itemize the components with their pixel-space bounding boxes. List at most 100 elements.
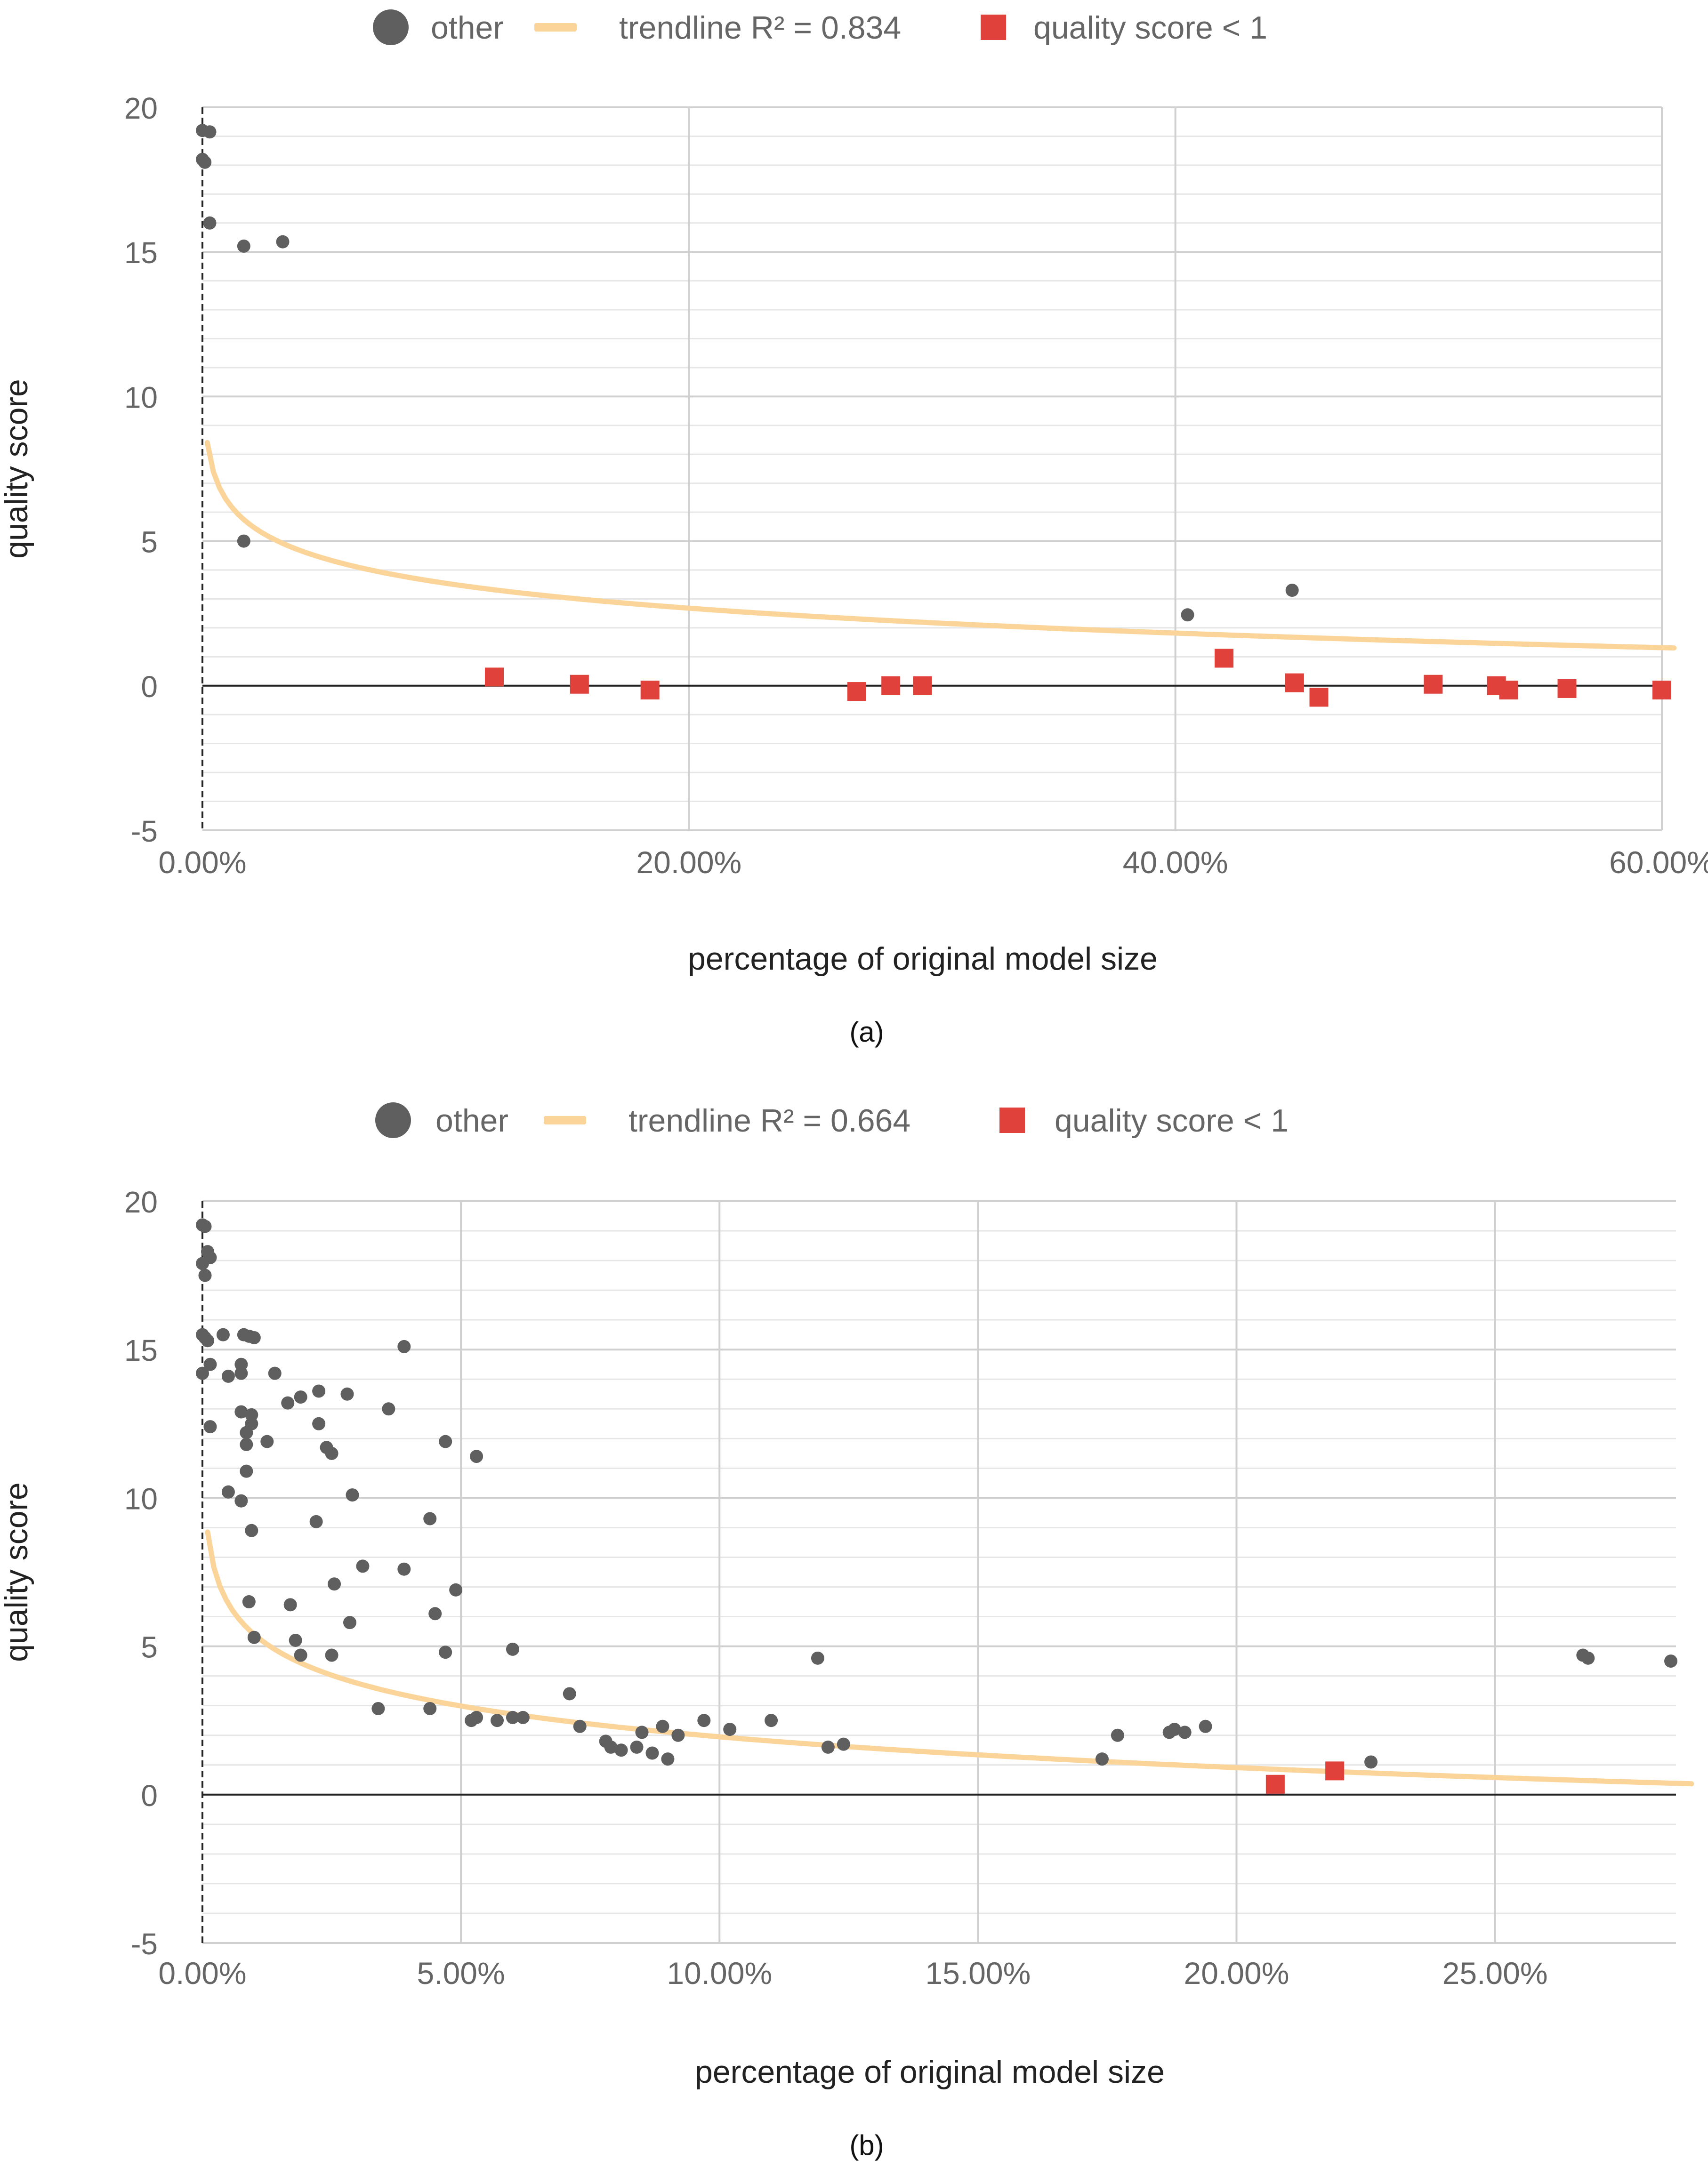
- data-point-quality: [485, 667, 504, 687]
- legend-label-other: other: [435, 1103, 508, 1139]
- x-tick-label: 40.00%: [1123, 845, 1228, 880]
- data-point-quality: [881, 676, 901, 695]
- data-point-other: [247, 1331, 261, 1344]
- data-point-other: [234, 1405, 248, 1419]
- data-point-other: [1168, 1723, 1181, 1736]
- data-point-other: [1581, 1651, 1595, 1665]
- legend-square-icon: [999, 1108, 1025, 1133]
- data-point-other: [198, 1269, 212, 1282]
- data-point-other: [201, 1334, 214, 1348]
- data-point-other: [340, 1387, 354, 1401]
- data-point-other: [423, 1702, 437, 1715]
- data-point-other: [240, 1437, 253, 1451]
- data-point-other: [821, 1740, 835, 1754]
- data-point-other: [1199, 1719, 1212, 1733]
- data-point-quality: [1499, 681, 1518, 700]
- data-point-other: [216, 1328, 230, 1341]
- data-point-other: [470, 1710, 483, 1724]
- data-point-other: [242, 1595, 256, 1609]
- x-tick-label: 60.00%: [1609, 845, 1708, 880]
- data-point-other: [470, 1450, 483, 1463]
- data-point-other: [506, 1642, 519, 1656]
- data-point-other: [397, 1340, 411, 1353]
- data-point-other: [196, 1366, 209, 1380]
- data-point-other: [309, 1515, 323, 1528]
- data-point-quality: [1557, 679, 1577, 698]
- data-point-other: [240, 1464, 253, 1478]
- y-tick-label: 20: [124, 1185, 158, 1219]
- data-point-other: [240, 1426, 253, 1439]
- data-point-other: [423, 1512, 437, 1526]
- data-point-other: [196, 1257, 209, 1270]
- y-tick-label: 5: [141, 525, 158, 559]
- data-point-other: [312, 1384, 326, 1398]
- data-point-other: [563, 1687, 576, 1701]
- data-point-other: [397, 1562, 411, 1576]
- y-axis-label: quality score: [0, 1482, 34, 1662]
- data-point-other: [198, 155, 212, 169]
- data-point-other: [221, 1485, 235, 1499]
- data-point-other: [765, 1714, 778, 1727]
- data-point-other: [1178, 1726, 1192, 1739]
- x-axis-label: percentage of original model size: [695, 2054, 1165, 2090]
- data-point-other: [203, 216, 217, 230]
- data-point-other: [260, 1435, 274, 1448]
- legend-label-trendline: trendline R² = 0.664: [628, 1103, 910, 1139]
- legend-label-other: other: [431, 10, 504, 46]
- y-tick-label: 5: [141, 1630, 158, 1664]
- data-point-other: [439, 1435, 452, 1448]
- data-point-other: [630, 1740, 644, 1754]
- data-point-other: [247, 1630, 261, 1644]
- legend-line-icon: [534, 23, 577, 32]
- data-point-other: [276, 235, 290, 249]
- data-point-quality: [570, 674, 589, 694]
- data-point-other: [837, 1737, 850, 1751]
- data-point-quality: [640, 681, 660, 700]
- data-point-other: [234, 1366, 248, 1380]
- data-point-other: [1285, 584, 1299, 597]
- x-tick-label: 20.00%: [1184, 1956, 1289, 1991]
- x-tick-label: 20.00%: [636, 845, 741, 880]
- trendline: [205, 1529, 1694, 1787]
- data-point-other: [573, 1719, 587, 1733]
- data-point-other: [516, 1710, 530, 1724]
- y-tick-label: 10: [124, 1482, 158, 1516]
- data-point-other: [234, 1494, 248, 1508]
- y-tick-label: 0: [141, 1779, 158, 1813]
- data-point-other: [198, 1220, 212, 1233]
- data-point-quality: [1215, 649, 1233, 668]
- data-point-other: [312, 1417, 326, 1430]
- x-tick-label: 0.00%: [158, 845, 246, 880]
- data-point-other: [656, 1719, 669, 1733]
- x-tick-label: 10.00%: [667, 1956, 772, 1991]
- data-point-other: [697, 1714, 711, 1727]
- x-tick-label: 15.00%: [925, 1956, 1031, 1991]
- data-point-other: [604, 1740, 618, 1754]
- x-tick-label: 25.00%: [1442, 1956, 1548, 1991]
- data-point-other: [645, 1746, 659, 1760]
- data-point-quality: [1285, 673, 1304, 692]
- data-point-quality: [913, 676, 932, 695]
- data-point-other: [1664, 1654, 1678, 1668]
- data-point-other: [237, 239, 250, 253]
- y-tick-label: 20: [124, 91, 158, 125]
- y-axis-label: quality score: [0, 379, 34, 559]
- panel-label: (a): [849, 1016, 884, 1048]
- data-point-quality: [1652, 681, 1671, 700]
- y-tick-label: -5: [131, 1927, 158, 1961]
- data-point-quality: [1325, 1761, 1345, 1781]
- data-point-other: [506, 1710, 519, 1724]
- x-tick-label: 5.00%: [417, 1956, 505, 1991]
- data-point-other: [1111, 1728, 1124, 1742]
- data-point-other: [203, 1357, 217, 1371]
- panel-label: (b): [849, 2129, 884, 2161]
- data-point-quality: [847, 682, 866, 701]
- legend-square-icon: [981, 15, 1006, 40]
- legend-label-trendline: trendline R² = 0.834: [619, 10, 901, 46]
- legend-line-icon: [544, 1116, 586, 1124]
- data-point-other: [661, 1752, 675, 1766]
- data-point-other: [346, 1488, 359, 1502]
- data-point-other: [371, 1702, 385, 1715]
- data-point-other: [439, 1646, 452, 1659]
